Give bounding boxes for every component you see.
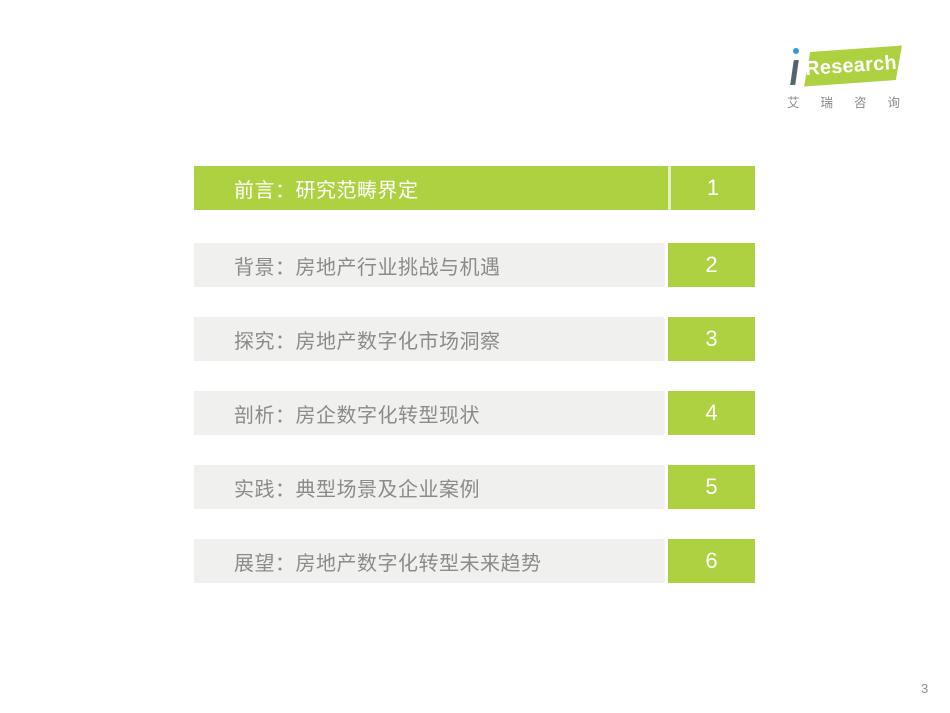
toc-entry-page-number: 1 [668, 166, 755, 210]
toc-entry-analysis[interactable]: 剖析：房企数字化转型现状 4 [194, 391, 755, 435]
toc-entry-practice[interactable]: 实践：典型场景及企业案例 5 [194, 465, 755, 509]
toc-entry-bar: 剖析：房企数字化转型现状 [194, 391, 665, 435]
toc-entry-foreword[interactable]: 前言：研究范畴界定 1 [194, 166, 755, 210]
logo-letter-i-stem [790, 59, 799, 86]
toc-entry-bar: 展望：房地产数字化转型未来趋势 [194, 539, 665, 583]
toc-entry-bar: 探究：房地产数字化市场洞察 [194, 317, 665, 361]
toc-entry-label: 背景：房地产行业挑战与机遇 [234, 256, 501, 279]
logo-letter-i-dot [793, 48, 799, 54]
footer-page-number: 3 [921, 681, 929, 696]
toc-entry-exploration[interactable]: 探究：房地产数字化市场洞察 3 [194, 317, 755, 361]
toc-entry-bar: 前言：研究范畴界定 [194, 166, 668, 210]
logo-chinese-char: 咨 [853, 96, 867, 110]
toc-entry-page-number: 3 [668, 317, 755, 361]
toc-entry-outlook[interactable]: 展望：房地产数字化转型未来趋势 6 [194, 539, 755, 583]
toc-entry-bar: 实践：典型场景及企业案例 [194, 465, 665, 509]
iresearch-logo: Research 艾 瑞 咨 询 [783, 40, 908, 111]
toc-entry-page-number: 4 [668, 391, 755, 435]
toc-entry-label: 剖析：房企数字化转型现状 [234, 404, 480, 427]
toc-entry-page-number: 6 [668, 539, 755, 583]
toc-entry-page-number: 5 [668, 465, 755, 509]
table-of-contents: 前言：研究范畴界定 1 背景：房地产行业挑战与机遇 2 探究：房地产数字化市场洞… [194, 166, 755, 613]
toc-entry-label: 探究：房地产数字化市场洞察 [234, 330, 501, 353]
logo-brand-text: Research [804, 51, 898, 80]
toc-entry-bar: 背景：房地产行业挑战与机遇 [194, 243, 665, 287]
logo-chinese-char: 瑞 [820, 96, 833, 110]
toc-entry-page-number: 2 [668, 243, 755, 287]
toc-entry-label: 展望：房地产数字化转型未来趋势 [234, 552, 542, 575]
toc-entry-label: 实践：典型场景及企业案例 [234, 478, 480, 501]
logo-chinese-char: 艾 [787, 96, 800, 110]
toc-entry-background[interactable]: 背景：房地产行业挑战与机遇 2 [194, 243, 755, 287]
logo-chinese-char: 询 [887, 96, 900, 110]
toc-entry-label: 前言：研究范畴界定 [234, 179, 419, 202]
logo-chinese-name: 艾 瑞 咨 询 [787, 92, 900, 111]
